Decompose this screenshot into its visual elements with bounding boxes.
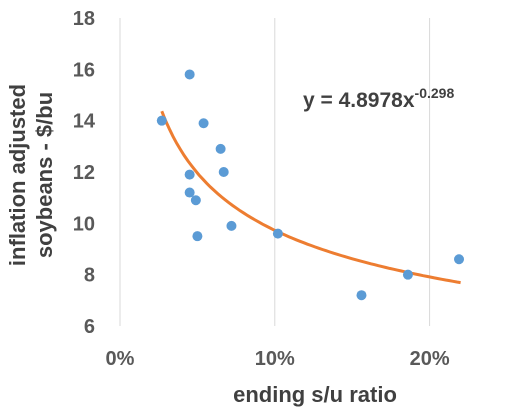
y-tick-label: 6 [84, 316, 95, 338]
y-axis-title-line-2: soybeans - $/bu [32, 92, 57, 258]
data-point [198, 118, 209, 129]
trendline-equation-exponent: -0.298 [415, 85, 455, 101]
data-point [184, 69, 195, 80]
data-point [215, 143, 226, 154]
data-point [190, 195, 201, 206]
y-axis-title-line-1: inflation adjusted [5, 84, 30, 266]
data-points [156, 69, 465, 301]
data-point [356, 290, 367, 301]
data-point [272, 228, 283, 239]
y-axis-title: inflation adjusted soybeans - $/bu [5, 84, 57, 266]
trendline-equation-base: y = 4.8978x [303, 89, 415, 112]
y-tick-label: 16 [73, 59, 95, 81]
y-tick-label: 10 [73, 213, 95, 235]
data-point [218, 167, 229, 177]
data-point [402, 269, 413, 280]
gridlines [119, 18, 431, 326]
y-tick-label: 8 [84, 265, 95, 287]
data-point [156, 115, 167, 126]
data-point [454, 254, 465, 265]
x-axis-title: ending s/u ratio [233, 382, 397, 407]
data-point [192, 231, 203, 242]
power-trendline [160, 110, 461, 285]
x-tick-label: 20% [410, 348, 450, 370]
y-tick-label: 12 [73, 162, 95, 184]
data-point [184, 187, 195, 198]
data-point [184, 169, 195, 180]
data-point [226, 220, 237, 231]
y-tick-label: 18 [73, 8, 95, 30]
y-tick-label: 14 [73, 111, 96, 133]
x-tick-label: 10% [255, 348, 295, 370]
x-tick-labels: 0% 10% 20% [106, 348, 450, 370]
x-tick-label: 0% [106, 348, 135, 370]
trendline-equation: y = 4.8978x-0.298 [303, 85, 454, 112]
y-tick-labels: 6 8 10 12 14 16 18 [73, 8, 96, 338]
